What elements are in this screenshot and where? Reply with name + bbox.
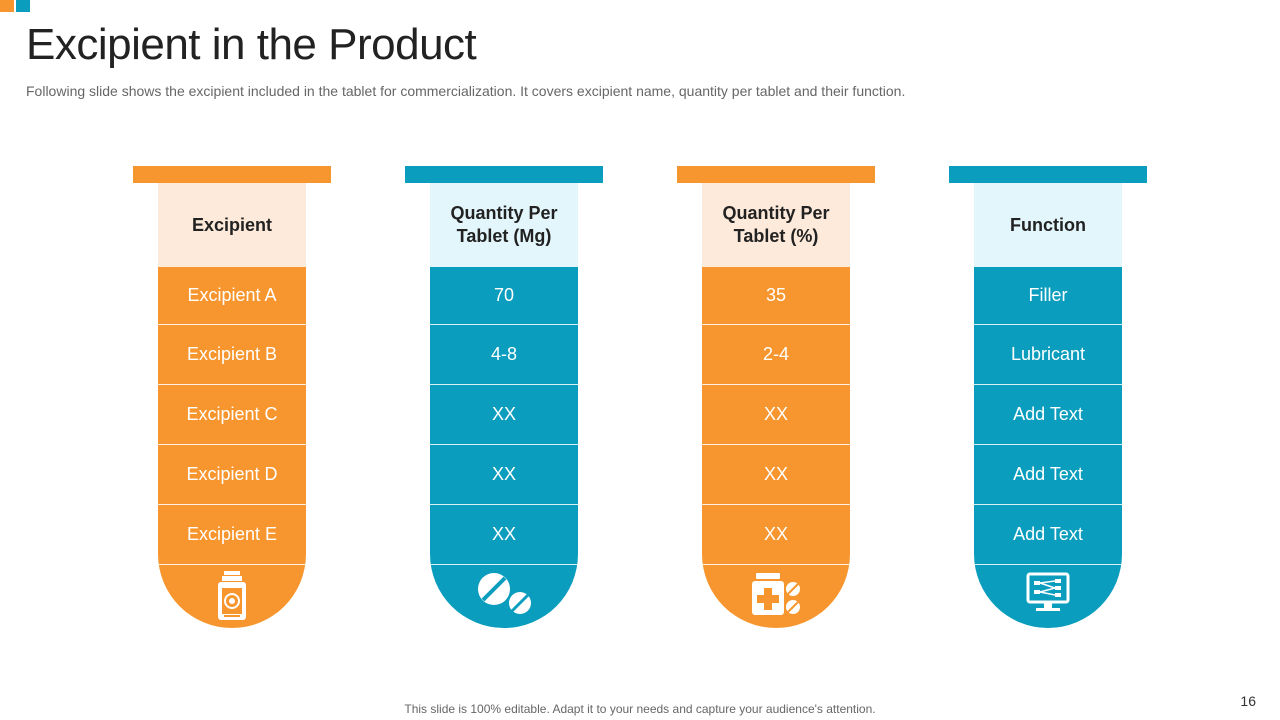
- column-header: Function: [974, 183, 1122, 267]
- table-cell: Excipient A: [187, 285, 277, 305]
- table-cell: Filler: [1028, 285, 1068, 305]
- tube-body: Function Filler Lubricant Add Text Add T…: [974, 183, 1122, 628]
- tube-body: Excipient Excipient A Excipient B Excipi…: [158, 183, 306, 628]
- tube-body: Quantity Per Tablet (%) 35 2-4 XX XX XX: [702, 183, 850, 628]
- medicine-jar-pills-icon: [750, 571, 802, 622]
- table-cell: Excipient C: [158, 384, 306, 444]
- table-cell: Excipient B: [158, 324, 306, 384]
- table-cell: 2-4: [702, 324, 850, 384]
- table-cell: 4-8: [430, 324, 578, 384]
- column-header: Quantity Per Tablet (Mg): [430, 183, 578, 267]
- table-cell: 35: [765, 285, 787, 305]
- slide-title: Excipient in the Product: [26, 20, 477, 69]
- monitor-network-icon: [1025, 571, 1071, 618]
- table-cell: XX: [702, 504, 850, 564]
- table-cell: Add Text: [974, 384, 1122, 444]
- tube-cap: [133, 166, 331, 183]
- quantity-mg-column: Quantity Per Tablet (Mg) 70 4-8 XX XX XX: [405, 166, 603, 628]
- page-number: 16: [1240, 693, 1256, 709]
- table-cell: XX: [430, 384, 578, 444]
- column-header: Excipient: [158, 183, 306, 267]
- tube-body: Quantity Per Tablet (Mg) 70 4-8 XX XX XX: [430, 183, 578, 628]
- corner-accent-orange: [0, 0, 14, 12]
- table-cell: 70: [493, 285, 515, 305]
- pills-icon: [474, 571, 534, 622]
- function-column: Function Filler Lubricant Add Text Add T…: [949, 166, 1147, 628]
- table-cell: XX: [430, 444, 578, 504]
- table-cell: XX: [430, 504, 578, 564]
- table-cell: Add Text: [974, 444, 1122, 504]
- tube-cap: [677, 166, 875, 183]
- medicine-bottle-icon: [215, 571, 249, 626]
- excipient-column: Excipient Excipient A Excipient B Excipi…: [133, 166, 331, 628]
- column-header: Quantity Per Tablet (%): [702, 183, 850, 267]
- quantity-percent-column: Quantity Per Tablet (%) 35 2-4 XX XX XX: [677, 166, 875, 628]
- footer-note: This slide is 100% editable. Adapt it to…: [404, 702, 876, 716]
- tube-cap: [405, 166, 603, 183]
- slide-subtitle: Following slide shows the excipient incl…: [26, 83, 906, 99]
- table-cell: XX: [702, 384, 850, 444]
- table-cell: Excipient D: [158, 444, 306, 504]
- corner-accent-blue: [16, 0, 30, 12]
- table-cell: Lubricant: [974, 324, 1122, 384]
- table-cell: XX: [702, 444, 850, 504]
- table-cell: Add Text: [974, 504, 1122, 564]
- table-cell: Excipient E: [158, 504, 306, 564]
- tube-cap: [949, 166, 1147, 183]
